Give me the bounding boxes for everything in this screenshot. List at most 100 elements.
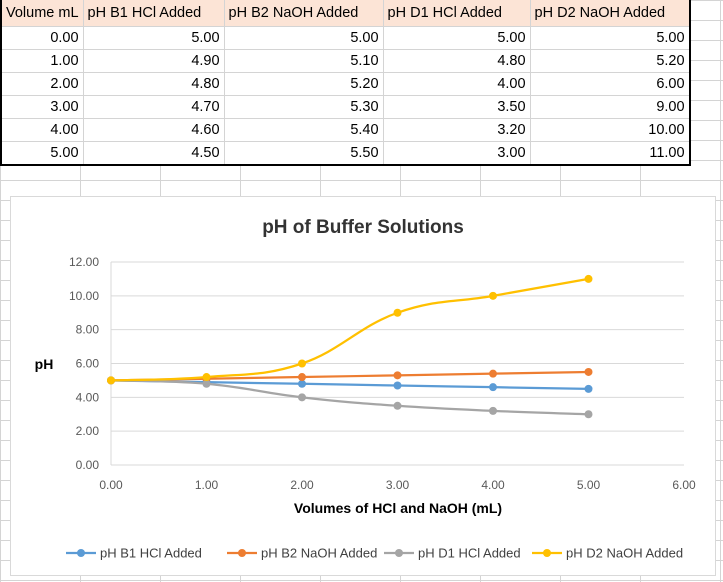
series-line <box>110 277 589 382</box>
table-row: 4.00 4.60 5.40 3.20 10.00 <box>0 118 691 142</box>
data-point[interactable] <box>298 379 306 388</box>
table-cell[interactable]: 5.00 <box>530 26 691 50</box>
column-header[interactable]: pH D2 NaOH Added <box>530 0 691 27</box>
legend-label: pH D1 HCl Added <box>418 546 521 561</box>
x-tick-label: 2.00 <box>290 478 314 492</box>
table-cell[interactable]: 2.00 <box>0 72 84 96</box>
table-cell[interactable]: 5.00 <box>83 26 225 50</box>
table-cell[interactable]: 5.00 <box>0 141 84 166</box>
data-point[interactable] <box>489 383 497 392</box>
tick-labels: 0.00 2.00 4.00 6.00 8.00 10.00 12.00 0.00 1.00 2.… <box>69 255 696 492</box>
x-tick-label: 5.00 <box>577 478 601 492</box>
x-tick-label: 1.00 <box>195 478 219 492</box>
table-cell[interactable]: 10.00 <box>530 118 691 142</box>
legend-marker <box>395 549 403 557</box>
table-cell[interactable]: 6.00 <box>530 72 691 96</box>
table-cell[interactable]: 5.20 <box>224 72 384 96</box>
legend-item[interactable]: pH B1 HCl Added <box>66 546 202 561</box>
chart-canvas: pH of Buffer Solutions 0.00 2.00 4.00 6.00 8… <box>35 217 696 561</box>
chart-title: pH of Buffer Solutions <box>262 217 464 238</box>
table-row: 3.00 4.70 5.30 3.50 9.00 <box>0 95 691 119</box>
data-point[interactable] <box>393 381 402 390</box>
x-tick-label: 4.00 <box>481 478 505 492</box>
y-tick-label: 8.00 <box>76 323 100 337</box>
table-cell[interactable]: 5.50 <box>224 141 384 166</box>
data-point[interactable] <box>489 406 497 415</box>
table-cell[interactable]: 4.90 <box>83 49 225 73</box>
table-row: 2.00 4.80 5.20 4.00 6.00 <box>0 72 691 96</box>
table-cell[interactable]: 3.00 <box>383 141 531 166</box>
data-point[interactable] <box>298 373 306 382</box>
data-point[interactable] <box>489 369 497 378</box>
x-axis-label: Volumes of HCl and NaOH (mL) <box>294 500 502 516</box>
table-cell[interactable]: 4.00 <box>0 118 84 142</box>
column-header[interactable]: pH B2 NaOH Added <box>224 0 384 27</box>
data-point[interactable] <box>584 384 593 393</box>
table-cell[interactable]: 1.00 <box>0 49 84 73</box>
y-tick-label: 0.00 <box>76 458 100 472</box>
legend-marker <box>238 549 246 557</box>
data-point[interactable] <box>298 393 306 402</box>
table-header-row: Volume mL pH B1 HCl Added pH B2 NaOH Add… <box>0 0 691 27</box>
data-point[interactable] <box>107 376 115 385</box>
x-tick-label: 6.00 <box>672 478 696 492</box>
data-point[interactable] <box>393 308 402 317</box>
data-point[interactable] <box>393 371 402 380</box>
gridlines <box>110 261 684 466</box>
data-point[interactable] <box>393 401 402 410</box>
y-tick-label: 12.00 <box>69 255 99 269</box>
table-cell[interactable]: 4.80 <box>383 49 531 73</box>
series-4 <box>107 274 593 385</box>
table-cell[interactable]: 4.70 <box>83 95 225 119</box>
table-cell[interactable]: 5.00 <box>224 26 384 50</box>
data-point[interactable] <box>584 274 593 283</box>
table-row: 5.00 4.50 5.50 3.00 11.00 <box>0 141 691 166</box>
series-lines <box>107 274 593 419</box>
table-row: 1.00 4.90 5.10 4.80 5.20 <box>0 49 691 73</box>
data-table: Volume mL pH B1 HCl Added pH B2 NaOH Add… <box>0 0 691 166</box>
y-tick-label: 4.00 <box>76 390 100 404</box>
legend-item[interactable]: pH D2 NaOH Added <box>532 546 683 561</box>
y-axis-label: pH <box>35 356 54 372</box>
table-cell[interactable]: 4.50 <box>83 141 225 166</box>
x-tick-label: 3.00 <box>386 478 410 492</box>
x-tick-label: 0.00 <box>99 478 123 492</box>
y-tick-label: 2.00 <box>76 424 100 438</box>
legend-marker <box>77 549 85 557</box>
table-cell[interactable]: 5.10 <box>224 49 384 73</box>
table-cell[interactable]: 5.20 <box>530 49 691 73</box>
table-cell[interactable]: 0.00 <box>0 26 84 50</box>
table-cell[interactable]: 4.80 <box>83 72 225 96</box>
table-cell[interactable]: 3.00 <box>0 95 84 119</box>
legend-label: pH B1 HCl Added <box>100 546 202 561</box>
data-point[interactable] <box>584 367 593 376</box>
y-tick-label: 10.00 <box>69 289 99 303</box>
data-point[interactable] <box>298 359 306 368</box>
legend-label: pH B2 NaOH Added <box>261 546 377 561</box>
table-row: 0.00 5.00 5.00 5.00 5.00 <box>0 26 691 50</box>
table-cell[interactable]: 4.60 <box>83 118 225 142</box>
table-cell[interactable]: 3.20 <box>383 118 531 142</box>
column-header[interactable]: pH B1 HCl Added <box>83 0 225 27</box>
legend-item[interactable]: pH B2 NaOH Added <box>227 546 377 561</box>
table-cell[interactable]: 5.00 <box>383 26 531 50</box>
table-cell[interactable]: 3.50 <box>383 95 531 119</box>
table-cell[interactable]: 4.00 <box>383 72 531 96</box>
table-cell[interactable]: 9.00 <box>530 95 691 119</box>
legend-label: pH D2 NaOH Added <box>566 546 683 561</box>
table-cell[interactable]: 5.40 <box>224 118 384 142</box>
line-chart[interactable]: pH of Buffer Solutions 0.00 2.00 4.00 6.00 8… <box>10 196 716 576</box>
y-tick-label: 6.00 <box>76 357 100 371</box>
data-point[interactable] <box>202 373 211 382</box>
legend-marker <box>543 549 551 557</box>
legend: pH B1 HCl Added pH B2 NaOH Added pH D1 HCl… <box>66 546 683 561</box>
data-point[interactable] <box>489 291 497 300</box>
data-point[interactable] <box>202 379 211 388</box>
series-3 <box>107 376 593 419</box>
data-point[interactable] <box>584 410 593 419</box>
legend-item[interactable]: pH D1 HCl Added <box>384 546 521 561</box>
column-header[interactable]: Volume mL <box>0 0 84 27</box>
column-header[interactable]: pH D1 HCl Added <box>383 0 531 27</box>
table-cell[interactable]: 11.00 <box>530 141 691 166</box>
table-cell[interactable]: 5.30 <box>224 95 384 119</box>
